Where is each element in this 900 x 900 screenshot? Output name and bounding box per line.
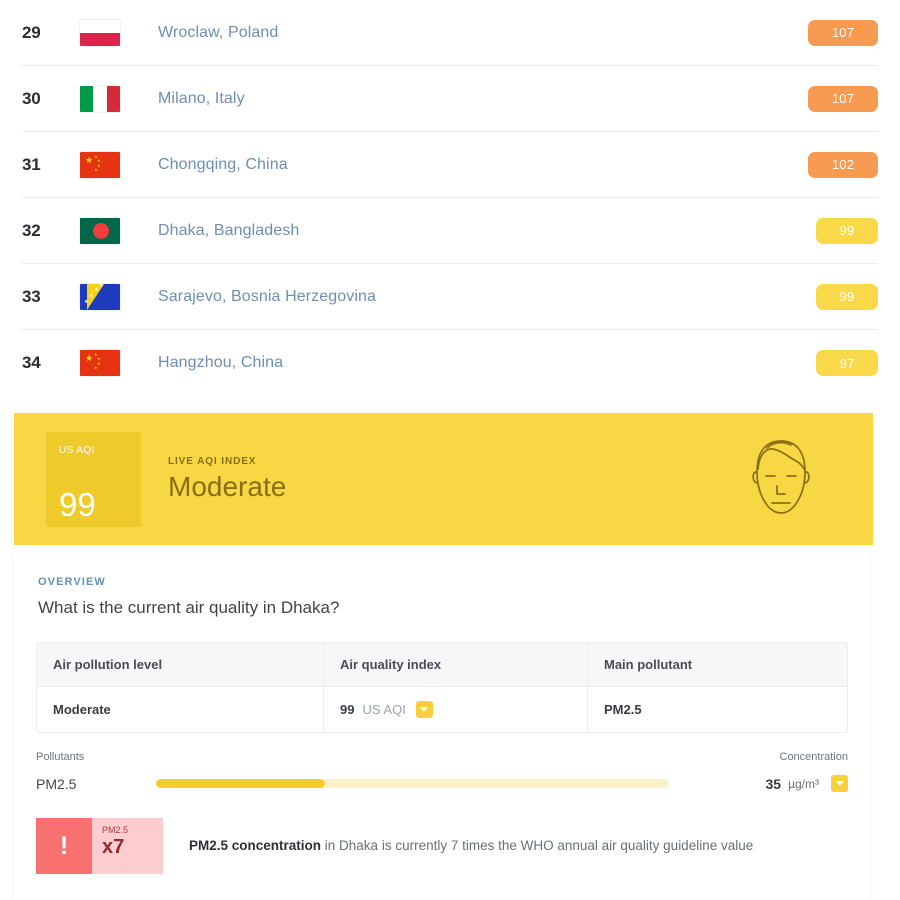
neutral-face-icon [747, 436, 815, 523]
status-badge: 97 [816, 350, 878, 376]
status-badge: 107 [808, 19, 878, 46]
flag-bosnia-icon: ★ ★ ★ ★ [80, 283, 120, 310]
pollutant-progress-bar [156, 779, 669, 788]
table-row[interactable]: 30 Milano, Italy 107 [22, 66, 878, 132]
city-link[interactable]: Sarajevo, Bosnia Herzegovina [158, 287, 377, 305]
city-link[interactable]: Milano, Italy [158, 89, 245, 107]
table-row[interactable]: 34 ★ ★ ★ ★ ★ Hangzhou, China 97 [22, 330, 878, 396]
aqi-badge-cell: 107 [766, 19, 878, 46]
pollutants-header: Pollutants Concentration [36, 751, 848, 763]
multiplier-value: x7 [102, 836, 125, 858]
concentration-label: Concentration [779, 751, 849, 763]
live-aqi-banner: US AQI 99 LIVE AQI INDEX Moderate [14, 413, 873, 545]
pollutant-progress-fill [156, 779, 326, 788]
chevron-down-icon[interactable] [831, 775, 848, 792]
concentration-unit: µg/m³ [788, 776, 819, 791]
concentration-value: 35 [765, 775, 782, 792]
multiplier-box: PM2.5 x7 [92, 818, 163, 874]
status-badge: 99 [816, 217, 878, 244]
us-aqi-box: US AQI 99 [46, 431, 141, 527]
rank-number: 34 [22, 353, 41, 372]
aqi-badge-cell: 102 [766, 151, 878, 178]
overview-kicker: OVERVIEW [38, 576, 106, 588]
status-badge: 102 [808, 151, 878, 178]
cell-pollution-level: Moderate [53, 702, 111, 717]
rank-number: 33 [22, 286, 41, 306]
city-link[interactable]: Dhaka, Bangladesh [158, 221, 300, 239]
flag-cell [80, 85, 158, 112]
city-link[interactable]: Wroclaw, Poland [158, 23, 279, 41]
flag-cell: ★ ★ ★ ★ ★ [80, 151, 158, 178]
overview-card: OVERVIEW What is the current air quality… [14, 552, 870, 900]
rank-number: 29 [22, 22, 41, 42]
aqi-badge-cell: 97 [766, 350, 878, 376]
warning-text: PM2.5 concentration in Dhaka is currentl… [189, 837, 753, 856]
banner-text-group: LIVE AQI INDEX Moderate [168, 456, 286, 503]
status-badge: 99 [816, 283, 878, 310]
air-quality-table: Air pollution level Air quality index Ma… [36, 642, 848, 733]
flag-cell [80, 217, 158, 244]
city-ranking-list: 29 Wroclaw, Poland 107 30 Milano, Italy … [0, 0, 900, 396]
pollutants-label: Pollutants [36, 751, 85, 763]
column-header-main-pollutant: Main pollutant [587, 643, 847, 686]
aqi-level-title: Moderate [168, 470, 287, 502]
flag-bangladesh-icon [80, 217, 120, 244]
warning-badge: ! PM2.5 x7 [36, 818, 163, 874]
who-guideline-warning: ! PM2.5 x7 PM2.5 concentration in Dhaka … [36, 818, 848, 874]
rank-number: 31 [22, 154, 41, 174]
aqi-badge-cell: 99 [766, 283, 878, 310]
status-badge: 107 [808, 85, 878, 112]
warning-text-rest: in Dhaka is currently 7 times the WHO an… [321, 837, 754, 853]
cell-air-quality-index: 99 US AQI [323, 687, 587, 732]
flag-cell: ★ ★ ★ ★ ★ [80, 350, 158, 376]
page-title: What is the current air quality in Dhaka… [38, 598, 340, 617]
pollutant-name: PM2.5 [36, 775, 77, 792]
aqi-badge-cell: 107 [766, 85, 878, 112]
flag-china-icon: ★ ★ ★ ★ ★ [80, 151, 120, 178]
city-link[interactable]: Hangzhou, China [158, 354, 284, 371]
aqi-value: 99 [340, 702, 355, 717]
table-row[interactable]: 31 ★ ★ ★ ★ ★ Chongqing, China 102 [22, 132, 878, 198]
pollutant-row-pm25: PM2.5 35 µg/m³ [36, 775, 848, 792]
chevron-down-icon[interactable] [415, 701, 433, 718]
flag-cell: ★ ★ ★ ★ [80, 283, 158, 310]
flag-china-icon: ★ ★ ★ ★ ★ [80, 350, 120, 376]
us-aqi-value: 99 [59, 485, 96, 523]
exclamation-icon: ! [36, 818, 92, 874]
us-aqi-label: US AQI [59, 444, 95, 456]
warning-text-bold: PM2.5 concentration [189, 837, 322, 853]
cell-main-pollutant: PM2.5 [587, 687, 847, 732]
table-row[interactable]: 29 Wroclaw, Poland 107 [22, 0, 878, 66]
table-row[interactable]: 33 ★ ★ ★ ★ Sarajevo, Bosnia Herzegovina 99 [22, 264, 878, 330]
multiplier-pollutant-label: PM2.5 [102, 825, 129, 835]
live-aqi-index-label: LIVE AQI INDEX [168, 455, 257, 467]
aqi-unit-label: US AQI [362, 702, 406, 717]
table-row: Moderate 99 US AQI PM2.5 [37, 686, 847, 732]
table-row[interactable]: 32 Dhaka, Bangladesh 99 [22, 198, 878, 264]
column-header-air-quality-index: Air quality index [323, 643, 587, 686]
flag-italy-icon [80, 85, 120, 112]
city-link[interactable]: Chongqing, China [158, 155, 288, 173]
concentration-group: 35 µg/m³ [765, 775, 848, 792]
column-header-pollution-level: Air pollution level [53, 657, 163, 672]
aqi-badge-cell: 99 [766, 217, 878, 244]
flag-poland-icon [80, 19, 120, 46]
table-header-row: Air pollution level Air quality index Ma… [37, 643, 847, 686]
flag-cell [80, 19, 158, 46]
rank-number: 32 [22, 220, 41, 240]
rank-number: 30 [22, 88, 41, 108]
